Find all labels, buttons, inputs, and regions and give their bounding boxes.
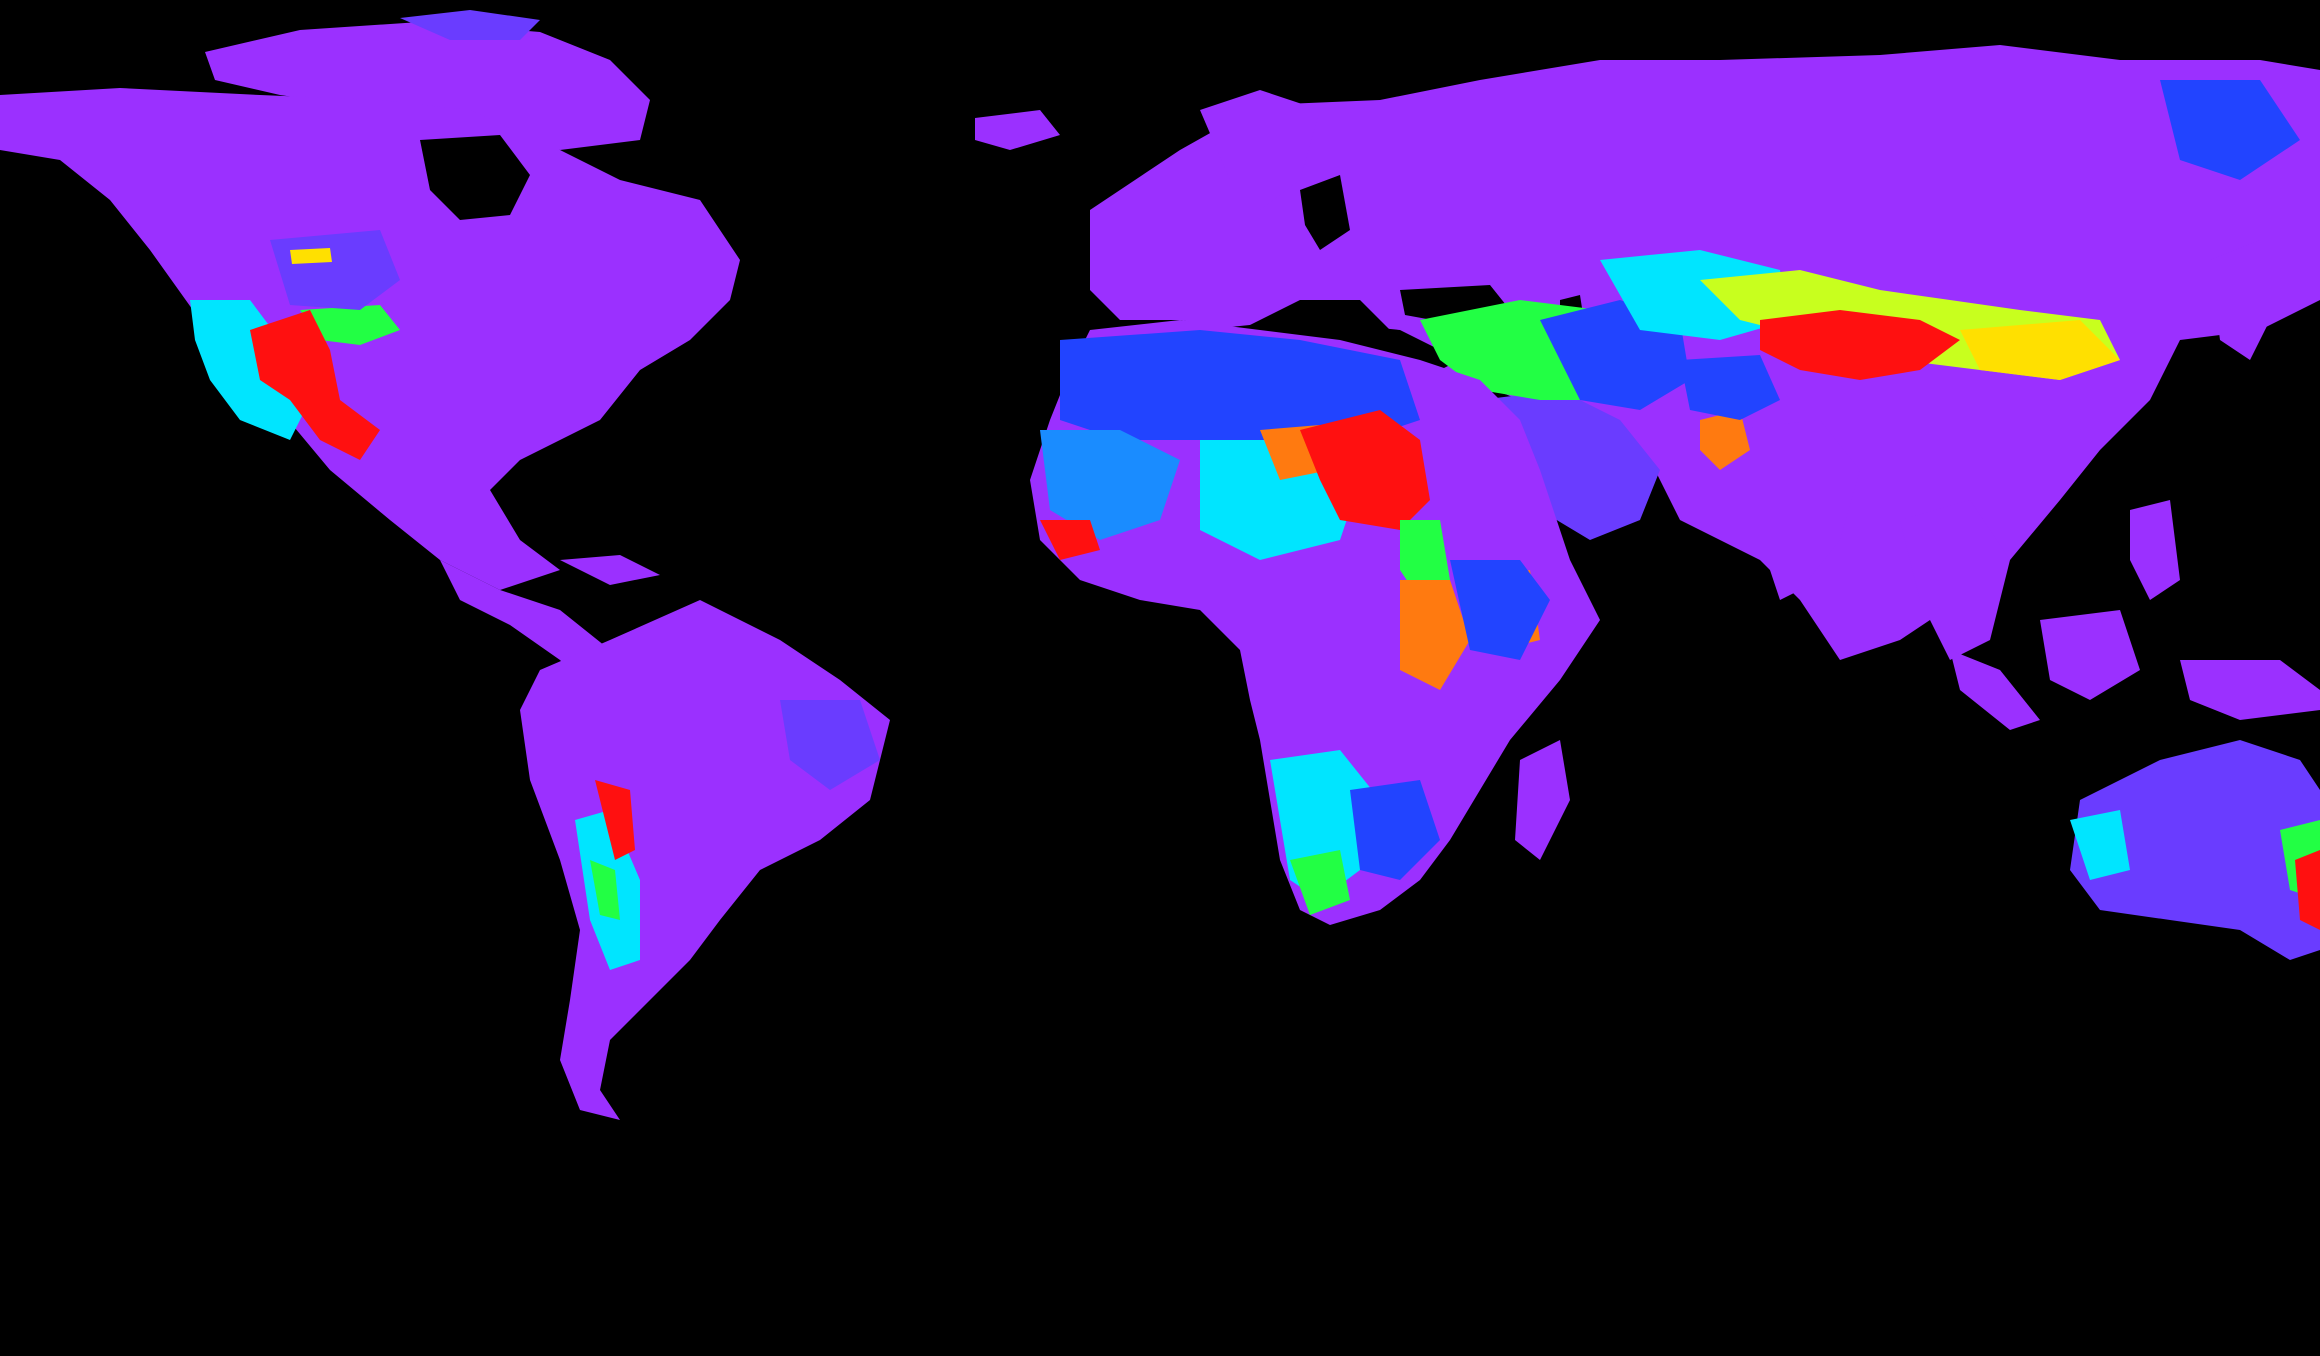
philippines-landmass bbox=[2130, 500, 2180, 600]
arabia-landmass bbox=[1480, 390, 1660, 540]
gobi-hotspot-yellow bbox=[1960, 320, 2120, 380]
australia-landmass bbox=[2070, 740, 2320, 960]
andes-hotspot-green bbox=[590, 860, 620, 920]
sw-usa-hotspot-red bbox=[250, 310, 380, 460]
new-guinea-landmass bbox=[2180, 660, 2320, 720]
sw-usa-hotspot-green bbox=[300, 305, 400, 345]
japan-landmass bbox=[2210, 240, 2280, 360]
east-brazil-patch bbox=[780, 700, 880, 790]
southern-africa-hotspot-blue bbox=[1350, 780, 1440, 880]
south-america bbox=[520, 600, 890, 1120]
australia bbox=[2070, 740, 2320, 960]
west-africa-hotspot-red bbox=[1040, 520, 1100, 560]
pakistan-hotspot-orange bbox=[1700, 410, 1750, 470]
sumatra-landmass bbox=[1950, 650, 2040, 730]
afghan-hotspot-blue bbox=[1680, 355, 1780, 420]
greenland-landmass bbox=[205, 22, 650, 150]
colorado-patch-yellow bbox=[290, 248, 332, 264]
sahara-hotspot-blue bbox=[1060, 330, 1420, 450]
baltic-sea bbox=[1300, 175, 1350, 250]
ellesmere-landmass bbox=[400, 10, 540, 40]
west-africa-hotspot-sky bbox=[1040, 430, 1180, 540]
southeast-asia bbox=[1900, 500, 2320, 730]
eurasia-landmass bbox=[1090, 45, 2320, 660]
eurasia bbox=[1090, 45, 2320, 660]
southern-africa-hotspot-green bbox=[1290, 850, 1350, 915]
svalbard-landmass bbox=[975, 110, 1060, 150]
hudson-bay bbox=[420, 135, 530, 220]
east-africa-hotspot-orange bbox=[1400, 580, 1470, 690]
andes-hotspot-red bbox=[595, 780, 635, 860]
africa bbox=[1030, 320, 1600, 925]
east-africa-hotspot-blue bbox=[1450, 560, 1550, 660]
australia-west-hotspot-cyan bbox=[2070, 810, 2130, 880]
tibet-hotspot-red bbox=[1760, 310, 1960, 380]
sudan-hotspot-red bbox=[1300, 410, 1430, 530]
madagascar-landmass bbox=[1515, 740, 1570, 860]
scandinavia-landmass bbox=[1200, 90, 1320, 210]
siberia-patch-blue bbox=[2160, 80, 2300, 180]
sw-usa-hotspot-cyan bbox=[190, 300, 310, 440]
borneo-landmass bbox=[2040, 610, 2140, 700]
india-landmass bbox=[1730, 420, 1860, 600]
caribbean-island bbox=[560, 555, 660, 585]
australia-east-hotspot-red bbox=[2295, 850, 2320, 930]
arctic-islands bbox=[205, 10, 1060, 150]
indochina-landmass bbox=[1900, 500, 2010, 660]
